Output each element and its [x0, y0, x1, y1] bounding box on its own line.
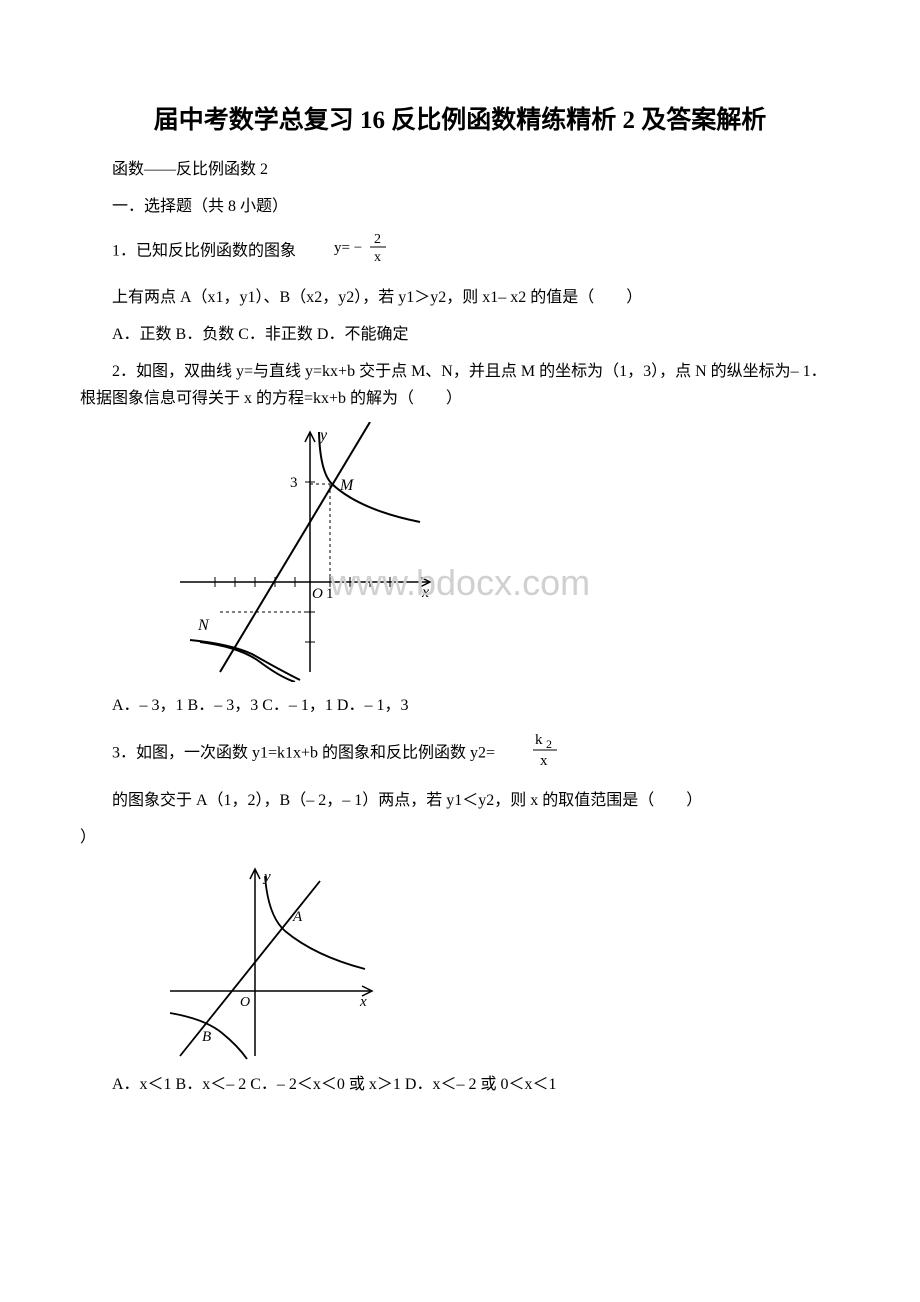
q3-options: A．x＜1 B．x＜– 2 C．– 2＜x＜0 或 x＞1 D．x＜– 2 或 … — [80, 1071, 840, 1098]
q3-line1: 3．如图，一次函数 y1=k1x+b 的图象和反比例函数 y2= k 2 x — [80, 730, 840, 777]
q2-chart-svg: y x 3 1 O M N — [160, 422, 510, 682]
svg-text:k: k — [535, 732, 543, 748]
q3-point-b: B — [202, 1029, 211, 1045]
q3-label-x: x — [359, 994, 367, 1010]
q3-closing-paren: ） — [80, 824, 840, 851]
svg-text:2: 2 — [374, 232, 381, 247]
q3-line2: 的图象交于 A（1，2），B（– 2，– 1）两点，若 y1＜y2，则 x 的取… — [80, 787, 840, 814]
q1-formula-icon: y= − 2 x — [300, 230, 392, 273]
q2-options: A．– 3，1 B．– 3，3 C．– 1，1 D．– 1，3 — [80, 692, 840, 719]
q1-line2: 上有两点 A（x1，y1）、B（x2，y2），若 y1＞y2，则 x1– x2 … — [80, 284, 840, 311]
svg-text:2: 2 — [546, 737, 552, 751]
q3-label-y: y — [262, 869, 271, 885]
q2-label-x: x — [421, 584, 429, 601]
svg-text:x: x — [374, 250, 381, 264]
q1-pre: 1．已知反比例函数的图象 — [112, 243, 296, 260]
q2-point-n: N — [197, 617, 210, 634]
q3-point-a: A — [292, 909, 303, 925]
q2-stem: 2．如图，双曲线 y=与直线 y=kx+b 交于点 M、N，并且点 M 的坐标为… — [80, 358, 840, 412]
q3-formula-icon: k 2 x — [499, 730, 563, 777]
q3-chart-svg: y x O A B — [160, 861, 400, 1061]
q2-tick-3: 3 — [290, 475, 298, 491]
section-header: 一．选择题（共 8 小题） — [80, 193, 840, 220]
q2-tick-1: 1 — [326, 586, 334, 602]
q2-point-m: M — [339, 477, 355, 494]
q2-label-y: y — [318, 427, 328, 444]
q1-line1: 1．已知反比例函数的图象 y= − 2 x — [80, 230, 840, 273]
q3-origin: O — [240, 995, 250, 1010]
svg-text:y= −: y= − — [334, 240, 362, 256]
q1-options: A．正数 B．负数 C．非正数 D．不能确定 — [80, 321, 840, 348]
subtitle: 函数——反比例函数 2 — [80, 156, 840, 183]
page-title: 届中考数学总复习 16 反比例函数精练精析 2 及答案解析 — [80, 100, 840, 136]
q3-figure: y x O A B — [160, 861, 400, 1061]
svg-text:x: x — [540, 753, 548, 768]
q2-figure: y x 3 1 O M N www.bdocx.com — [160, 422, 510, 682]
q2-origin: O — [312, 586, 323, 602]
q3-pre: 3．如图，一次函数 y1=k1x+b 的图象和反比例函数 y2= — [112, 744, 495, 761]
